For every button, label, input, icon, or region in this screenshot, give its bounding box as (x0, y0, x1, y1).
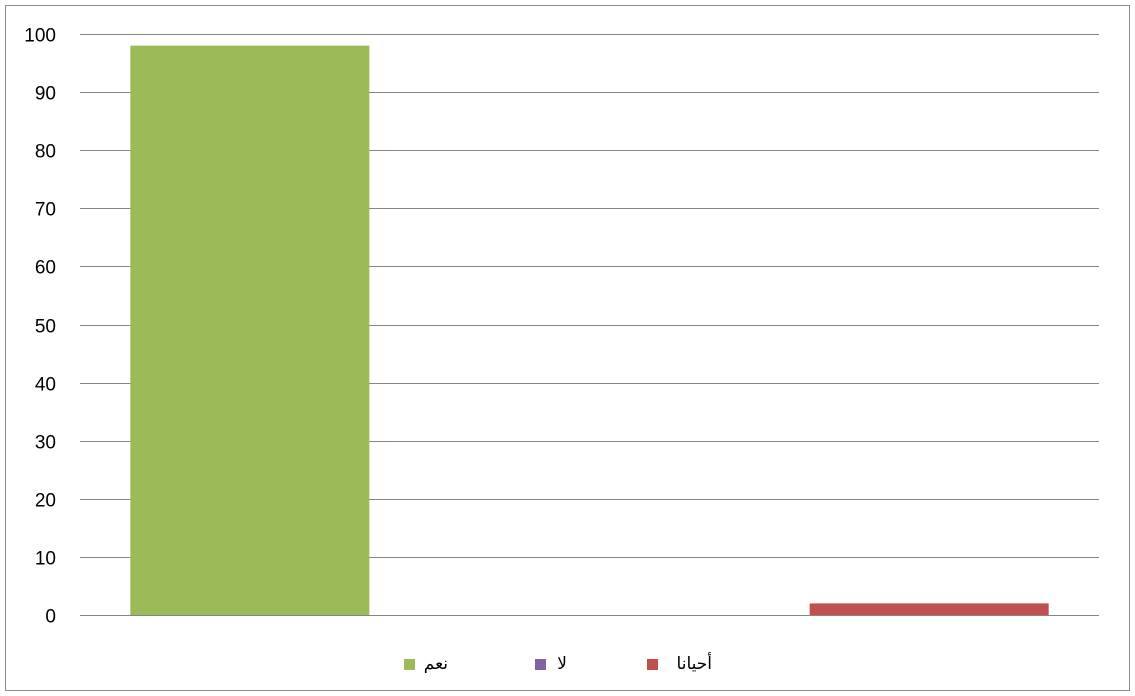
legend-marker-3 (647, 659, 658, 670)
y-tick-label-40: 40 (35, 375, 56, 396)
legend: نعم لا أحيانا (404, 652, 712, 674)
chart-frame: 0 10 20 30 40 50 60 70 80 90 100 نعم لا أحيانا (5, 5, 1130, 691)
y-axis-tick-labels: 0 10 20 30 40 50 60 70 80 90 100 (24, 26, 56, 628)
legend-label-3: أحيانا (677, 652, 712, 674)
y-tick-label-60: 60 (35, 258, 56, 279)
y-tick-label-10: 10 (35, 549, 56, 570)
legend-label-1: نعم (424, 654, 448, 674)
y-tick-label-50: 50 (35, 317, 56, 338)
bar-3 (809, 603, 1049, 615)
y-tick-label-90: 90 (35, 84, 56, 105)
legend-marker-2 (535, 659, 546, 670)
bar-chart: 0 10 20 30 40 50 60 70 80 90 100 نعم لا أحيانا (24, 26, 1099, 674)
legend-label-2: لا (557, 654, 567, 674)
y-tick-label-80: 80 (35, 142, 56, 163)
y-tick-label-0: 0 (45, 607, 56, 628)
y-tick-label-20: 20 (35, 491, 56, 512)
y-tick-label-70: 70 (35, 200, 56, 221)
bar-1 (130, 45, 370, 616)
bars (130, 45, 1049, 616)
y-tick-label-100: 100 (24, 26, 56, 47)
legend-marker-1 (404, 659, 415, 670)
y-tick-label-30: 30 (35, 433, 56, 454)
